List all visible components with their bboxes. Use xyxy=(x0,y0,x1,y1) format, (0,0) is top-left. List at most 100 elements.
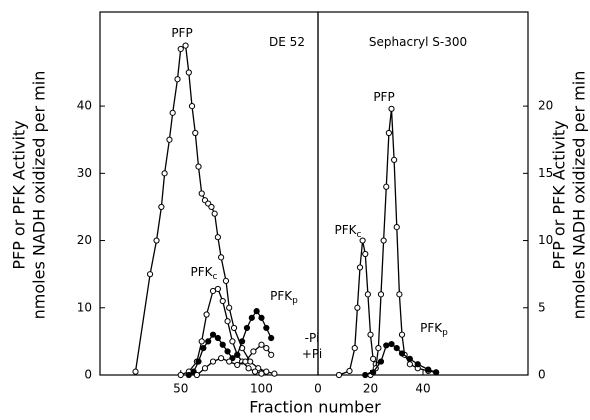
data-point xyxy=(229,338,236,345)
y-tick-label: 0 xyxy=(538,368,546,382)
data-point xyxy=(169,109,176,116)
x-axis-label: Fraction number xyxy=(249,398,381,417)
data-point xyxy=(258,314,265,321)
data-point xyxy=(251,368,259,375)
annotation: PFKc xyxy=(191,265,218,282)
annotation: Sephacryl S-300 xyxy=(369,35,467,49)
data-point xyxy=(214,285,221,293)
data-point xyxy=(383,342,390,349)
annotation-subscript: p xyxy=(292,296,298,306)
data-point xyxy=(209,358,217,365)
data-point xyxy=(388,105,395,112)
annotation-subscript: p xyxy=(442,328,448,338)
data-point xyxy=(201,365,209,372)
annotation: PFKc xyxy=(335,223,362,240)
data-point xyxy=(234,351,241,358)
data-point xyxy=(230,324,238,332)
data-point xyxy=(425,366,432,373)
data-point xyxy=(208,203,215,211)
data-point xyxy=(359,237,366,244)
data-point xyxy=(383,183,390,190)
data-point xyxy=(185,371,192,379)
data-point xyxy=(248,314,255,321)
data-point xyxy=(414,361,421,368)
data-point xyxy=(250,348,257,355)
annotation-text: PFP xyxy=(373,90,394,104)
data-point xyxy=(398,350,406,357)
data-point xyxy=(161,170,168,177)
y-tick-label: 15 xyxy=(538,166,553,180)
annotation: DE 52 xyxy=(269,35,305,49)
data-point xyxy=(185,69,192,76)
x-tick-label: 40 xyxy=(415,382,430,396)
data-point xyxy=(132,368,139,375)
data-point xyxy=(200,345,207,352)
data-point xyxy=(367,331,374,338)
data-point xyxy=(370,355,377,362)
data-point xyxy=(243,324,251,332)
data-point xyxy=(356,264,364,271)
data-point xyxy=(406,361,413,368)
data-point xyxy=(214,334,221,342)
x-tick-label: 0 xyxy=(314,382,322,396)
data-point xyxy=(218,254,225,261)
data-point xyxy=(174,76,181,83)
data-point xyxy=(406,355,413,362)
data-point xyxy=(166,136,173,143)
data-point xyxy=(226,358,233,365)
y-tick-label: 40 xyxy=(77,99,92,113)
data-point xyxy=(222,277,230,284)
data-point xyxy=(219,297,226,305)
data-point xyxy=(214,234,221,241)
data-point xyxy=(253,308,260,315)
annotation: PFKp xyxy=(270,289,298,306)
x-tick-label: 100 xyxy=(250,382,273,396)
data-point xyxy=(362,371,369,379)
data-point xyxy=(209,331,217,338)
data-point xyxy=(362,250,369,258)
y-tick-label: 10 xyxy=(538,233,553,247)
y-tick-label: 20 xyxy=(538,99,553,113)
data-point xyxy=(370,369,377,376)
data-point xyxy=(203,311,210,318)
data-point xyxy=(218,355,225,362)
y-tick-label: 20 xyxy=(77,233,92,247)
y-axis-label: PFP or PFK Activity xyxy=(550,120,569,269)
annotation-subscript: c xyxy=(357,230,362,240)
data-point xyxy=(396,291,403,298)
data-point xyxy=(393,345,400,352)
data-point xyxy=(153,237,160,244)
data-point xyxy=(177,45,184,53)
annotation: -Pi xyxy=(305,331,320,345)
annotation-text: PFK xyxy=(335,223,358,237)
annotation-text: PFK xyxy=(420,321,443,335)
data-point xyxy=(195,163,202,170)
data-point xyxy=(226,304,233,311)
y-tick-label: 5 xyxy=(538,300,546,314)
data-point xyxy=(268,334,275,342)
data-point xyxy=(195,358,202,365)
annotation-text: -Pi xyxy=(305,331,320,345)
data-point xyxy=(377,358,385,365)
y-axis-label: nmoles NADH oxidized per min xyxy=(570,71,589,320)
data-point xyxy=(377,291,385,298)
y-axis-label: PFP or PFK Activity xyxy=(10,120,29,269)
data-point xyxy=(192,129,199,137)
data-point xyxy=(380,237,387,244)
data-point xyxy=(224,318,231,325)
data-point xyxy=(205,338,212,345)
annotation-text: PFK xyxy=(191,265,214,279)
data-point xyxy=(198,338,205,345)
annotation: PFP xyxy=(373,90,394,104)
data-point xyxy=(245,365,252,372)
data-point xyxy=(271,370,278,377)
annotation-text: DE 52 xyxy=(269,35,305,49)
annotation-subscript: c xyxy=(213,272,218,282)
data-point xyxy=(433,369,440,376)
x-tick-label: 50 xyxy=(173,382,188,396)
data-point xyxy=(263,324,270,332)
annotation: PFKp xyxy=(420,321,448,338)
y-axis-label: nmoles NADH oxidized per min xyxy=(30,71,49,320)
annotation-text: PFK xyxy=(270,289,293,303)
